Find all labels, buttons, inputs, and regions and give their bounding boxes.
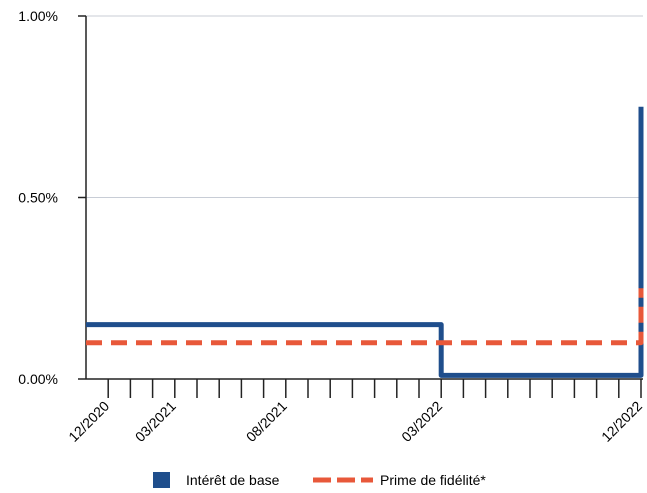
axis-layer (78, 15, 643, 398)
x-tick-label: 12/2022 (598, 398, 645, 445)
grid-layer (86, 15, 643, 198)
x-tick-label: 08/2021 (243, 398, 290, 445)
x-tick-label: 03/2022 (398, 398, 445, 445)
y-tick-label: 1.00% (18, 8, 58, 24)
series-line-2 (86, 288, 644, 346)
legend: Intérêt de base Prime de fidélité* (153, 472, 486, 489)
y-tick-label: 0.00% (18, 371, 58, 387)
legend-label: Prime de fidélité* (380, 472, 486, 488)
x-tick-label: 12/2020 (65, 398, 112, 445)
y-tick-labels: 0.00% 0.50% 1.00% (18, 8, 58, 387)
legend-swatch (153, 472, 170, 489)
x-tick-label: 03/2021 (132, 398, 179, 445)
legend-item-2: Prime de fidélité* (313, 472, 486, 488)
legend-item-1: Intérêt de base (153, 472, 280, 489)
y-tick-label: 0.50% (18, 190, 58, 206)
x-tick-labels: 12/2020 03/2021 08/2021 03/2022 12/2022 (65, 398, 645, 445)
series-line-1 (86, 106, 644, 378)
legend-label: Intérêt de base (186, 472, 280, 488)
series-layer (86, 106, 644, 378)
